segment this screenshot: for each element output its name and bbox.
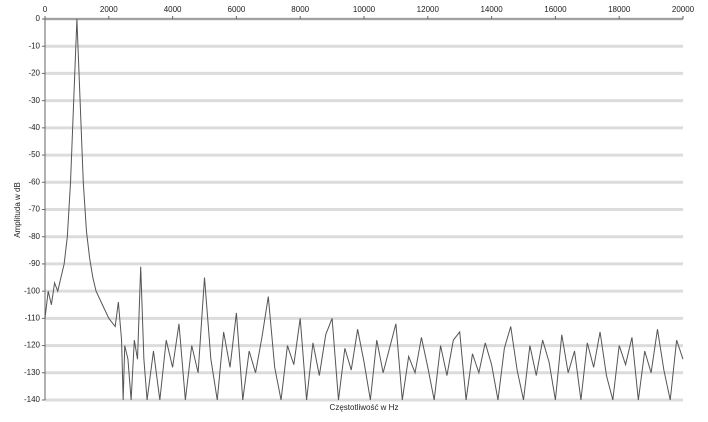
y-tick-label: -30 [28,96,40,105]
x-tick-label: 14000 [480,5,503,14]
y-tick-label: -70 [28,205,40,214]
y-tick-label: -100 [24,286,41,295]
y-tick-label: -40 [28,123,40,132]
y-tick-label: -130 [24,368,41,377]
y-tick-label: -50 [28,150,40,159]
x-tick-label: 6000 [228,5,246,14]
x-tick-label: 4000 [164,5,182,14]
y-tick-label: -20 [28,69,40,78]
x-tick-label: 12000 [417,5,440,14]
y-tick-label: 0 [36,14,41,23]
y-tick-label: -110 [25,313,41,322]
x-tick-label: 18000 [608,5,631,14]
y-tick-label: -60 [28,177,40,186]
x-tick-label: 10000 [353,5,376,14]
x-tick-label: 2000 [100,5,118,14]
x-tick-label: 0 [43,5,48,14]
spectrum-line [44,18,684,401]
y-tick-label: -140 [24,395,41,404]
y-tick-label: -120 [24,341,41,350]
x-tick-label: 16000 [544,5,567,14]
y-tick-label: -10 [28,41,40,50]
x-axis-label: Częstotliwość w Hz [330,403,399,412]
y-axis-label: Amplituda w dB [13,182,22,238]
x-tick-label: 20000 [672,5,695,14]
y-tick-label: -80 [28,232,40,241]
x-tick-label: 8000 [291,5,309,14]
y-tick-label: -90 [28,259,40,268]
